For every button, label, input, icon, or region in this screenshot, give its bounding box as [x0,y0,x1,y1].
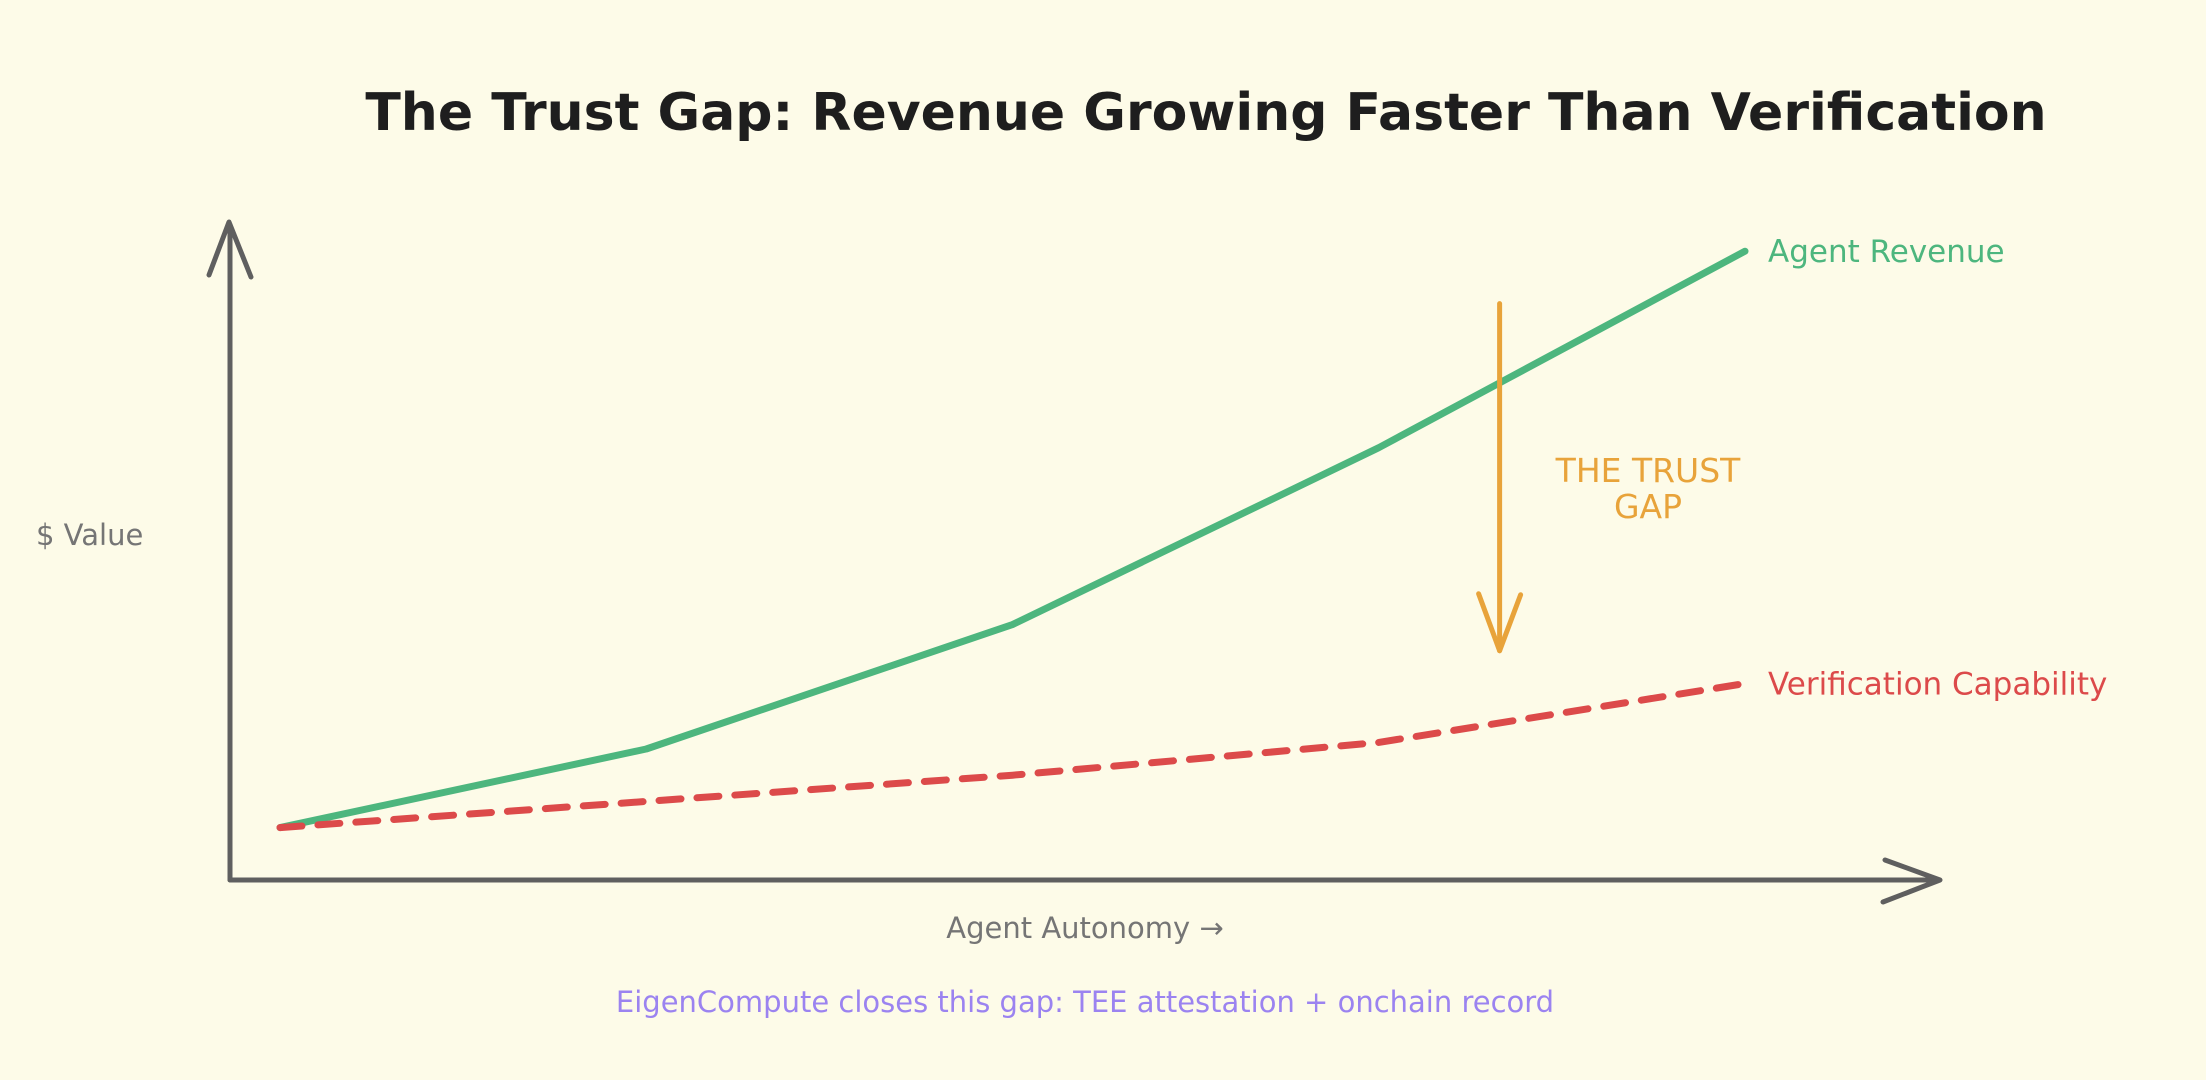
trust-gap-arrowhead [1476,591,1524,654]
verification-capability-line [276,680,1749,832]
agent-revenue-point-1 [646,749,647,750]
verification-capability-point-1 [646,801,647,802]
agent-revenue-label: Agent Revenue [1768,234,2005,270]
agent-revenue-point-4 [1745,251,1746,252]
verification-capability-point-4 [1745,683,1746,684]
x-axis-label: Agent Autonomy → [946,911,1223,945]
agent-revenue-point-2 [1012,624,1013,625]
trust-gap-annotation: THE TRUST GAP [1476,301,1742,654]
verification-capability-point-2 [1012,775,1013,776]
trust-gap-label-line-2: GAP [1614,487,1682,526]
x-axis-arrowhead [1880,857,1943,905]
y-axis-label: $ Value [36,518,143,552]
agent-revenue-point-3 [1378,447,1379,448]
chart-title: The Trust Gap: Revenue Growing Faster Th… [365,83,2046,143]
trust-gap-label-line-1: THE TRUST [1555,451,1742,490]
axes [206,219,1943,905]
footer-note: EigenCompute closes this gap: TEE attest… [616,985,1554,1019]
verification-capability-point-3 [1378,742,1379,743]
agent-revenue-line [276,247,1749,832]
verification-capability-label: Verification Capability [1768,667,2107,703]
y-axis-arrowhead [206,219,254,280]
verification-capability-point-0 [280,827,281,828]
